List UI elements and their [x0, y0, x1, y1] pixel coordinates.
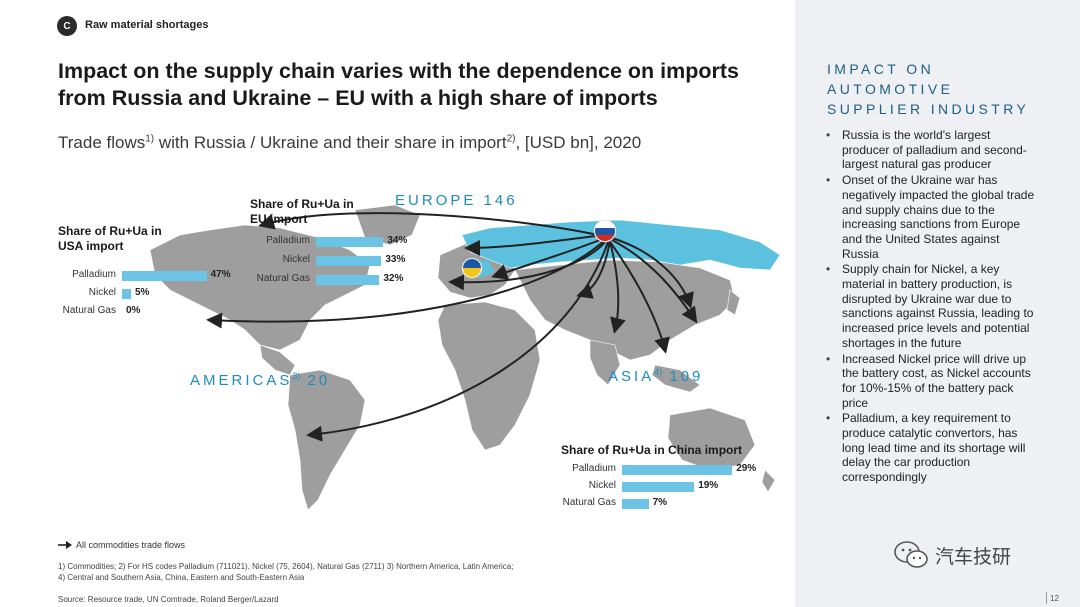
eu-bar-value: 32%	[383, 273, 404, 284]
section-label: Raw material shortages	[85, 19, 209, 31]
flow-arrow-china	[611, 239, 698, 324]
side-title-line-1: IMPACT ON	[827, 61, 935, 77]
side-bullet: • Palladium, a key requirement to produce…	[826, 411, 1036, 485]
eu-panel-title: Share of Ru+Ua in EU import	[250, 197, 354, 226]
flow-arrow-centralasia	[576, 239, 611, 299]
watermark: 汽车技研	[893, 540, 1011, 570]
region-label-europe: EUROPE 146	[395, 192, 518, 209]
bullet-dot-icon: •	[826, 262, 831, 277]
region-label-americas: AMERICAS3) 20	[190, 371, 330, 389]
flow-arrow-africa	[448, 241, 606, 291]
eu-bar-value: 33%	[385, 254, 406, 265]
side-bullet: • Increased Nickel price will drive up th…	[826, 352, 1036, 411]
asia-value: 109	[662, 368, 704, 385]
region-label-asia: ASIA4) 109	[608, 367, 703, 385]
bullet-text: Palladium, a key requirement to produce …	[842, 411, 1026, 485]
flow-arrow-middleeast	[609, 241, 626, 334]
subtitle-main: Trade flows	[58, 133, 146, 152]
side-panel-title: IMPACT ON AUTOMOTIVE SUPPLIER INDUSTRY	[827, 59, 1067, 119]
ukraine-flag-icon	[461, 257, 483, 279]
side-panel	[795, 0, 1080, 607]
flow-arrow-americas-2	[206, 239, 606, 329]
bullet-dot-icon: •	[826, 173, 831, 188]
bullet-dot-icon: •	[826, 128, 831, 142]
subtitle-end: , [USD bn], 2020	[515, 133, 642, 152]
source-note: Source: Resource trade, UN Comtrade, Rol…	[58, 595, 279, 604]
china-bar-label: Nickel	[588, 480, 616, 491]
bullet-dot-icon: •	[826, 351, 831, 366]
americas-value: 20	[300, 372, 331, 389]
eu-bar	[316, 237, 384, 247]
americas-footnote: 3)	[292, 371, 301, 381]
usa-bar-label: Natural Gas	[62, 305, 116, 316]
page-title: Impact on the supply chain varies with t…	[58, 59, 739, 110]
eu-bar-label: Natural Gas	[256, 273, 310, 284]
usa-bar-label: Palladium	[72, 269, 116, 280]
side-bullet: • Russia is the world's largest producer …	[826, 128, 1036, 172]
world-map	[150, 204, 781, 511]
eu-bar	[316, 256, 382, 266]
china-bar	[622, 465, 733, 475]
legend-label: All commodities trade flows	[76, 540, 186, 550]
russia-flag-icon	[593, 219, 617, 243]
china-panel-title: Share of Ru+Ua in China import	[561, 443, 743, 457]
eu-bar-label: Nickel	[282, 254, 310, 265]
bullet-text: Onset of the Ukraine war has negatively …	[842, 173, 1035, 261]
flow-arrow-eu-1	[464, 234, 606, 256]
bullet-dot-icon: •	[826, 411, 831, 426]
eu-bar	[316, 275, 380, 285]
bullet-text: Supply chain for Nickel, a key material …	[842, 262, 1034, 350]
americas-name: AMERICAS	[190, 372, 293, 389]
subtitle-footnote-1: 1)	[145, 133, 155, 145]
watermark-text: 汽车技研	[935, 545, 1012, 568]
arrow-right-icon	[58, 541, 72, 549]
side-bullet: • Onset of the Ukraine war has negatively…	[826, 173, 1036, 261]
flow-arrow-americas-1	[258, 212, 599, 236]
eu-bar-value: 34%	[387, 235, 408, 246]
page-separator	[1046, 592, 1047, 604]
china-bar-value: 7%	[652, 497, 668, 508]
flow-arrow-eu-2	[491, 237, 606, 280]
usa-bar-value: 0%	[126, 305, 141, 316]
china-bar-value: 29%	[736, 463, 757, 474]
usa-bar	[122, 289, 131, 299]
bullet-text: Russia is the world's largest producer o…	[842, 128, 1027, 172]
usa-bar	[122, 271, 207, 281]
china-bar	[622, 482, 695, 492]
flow-arrow-southamerica	[306, 241, 609, 442]
map-legend: All commodities trade flows	[58, 540, 185, 550]
china-bar-label: Palladium	[572, 463, 616, 474]
asia-footnote: 4)	[654, 367, 663, 377]
side-bullet: • Supply chain for Nickel, a key material…	[826, 262, 1036, 350]
bullet-text: Increased Nickel price will drive up the…	[842, 351, 1031, 410]
china-bar	[622, 499, 649, 509]
eu-bar-label: Palladium	[266, 235, 310, 246]
usa-bar-label: Nickel	[88, 287, 116, 298]
trade-flow-arrows	[206, 212, 698, 442]
footnote-line-2: 4) Central and Southern Asia, China, Eas…	[58, 573, 305, 582]
footnote-line-1: 1) Commodities; 2) For HS codes Palladiu…	[58, 562, 514, 571]
usa-bar-value: 5%	[135, 287, 150, 298]
side-title-line-2: AUTOMOTIVE	[827, 81, 954, 97]
usa-panel-title: Share of Ru+Ua in USA import	[58, 224, 162, 253]
asia-name: ASIA	[608, 368, 655, 385]
wechat-logo-icon	[894, 541, 928, 568]
subtitle-mid: with Russia / Ukraine and their share in…	[154, 133, 507, 152]
china-bar-label: Natural Gas	[562, 497, 616, 508]
china-bar-value: 19%	[698, 480, 719, 491]
usa-bar-value: 47%	[210, 269, 231, 280]
flow-arrow-eastasia	[611, 237, 694, 309]
side-title-line-3: SUPPLIER INDUSTRY	[827, 101, 1030, 117]
flow-arrow-india	[609, 241, 670, 354]
section-badge: C	[57, 16, 77, 36]
subtitle-footnote-2: 2)	[506, 133, 516, 145]
page-subtitle: Trade flows1) with Russia / Ukraine and …	[58, 133, 641, 153]
side-bullet-list: • Russia is the world's largest producer …	[826, 128, 1036, 486]
page-number: 12	[1050, 594, 1059, 603]
